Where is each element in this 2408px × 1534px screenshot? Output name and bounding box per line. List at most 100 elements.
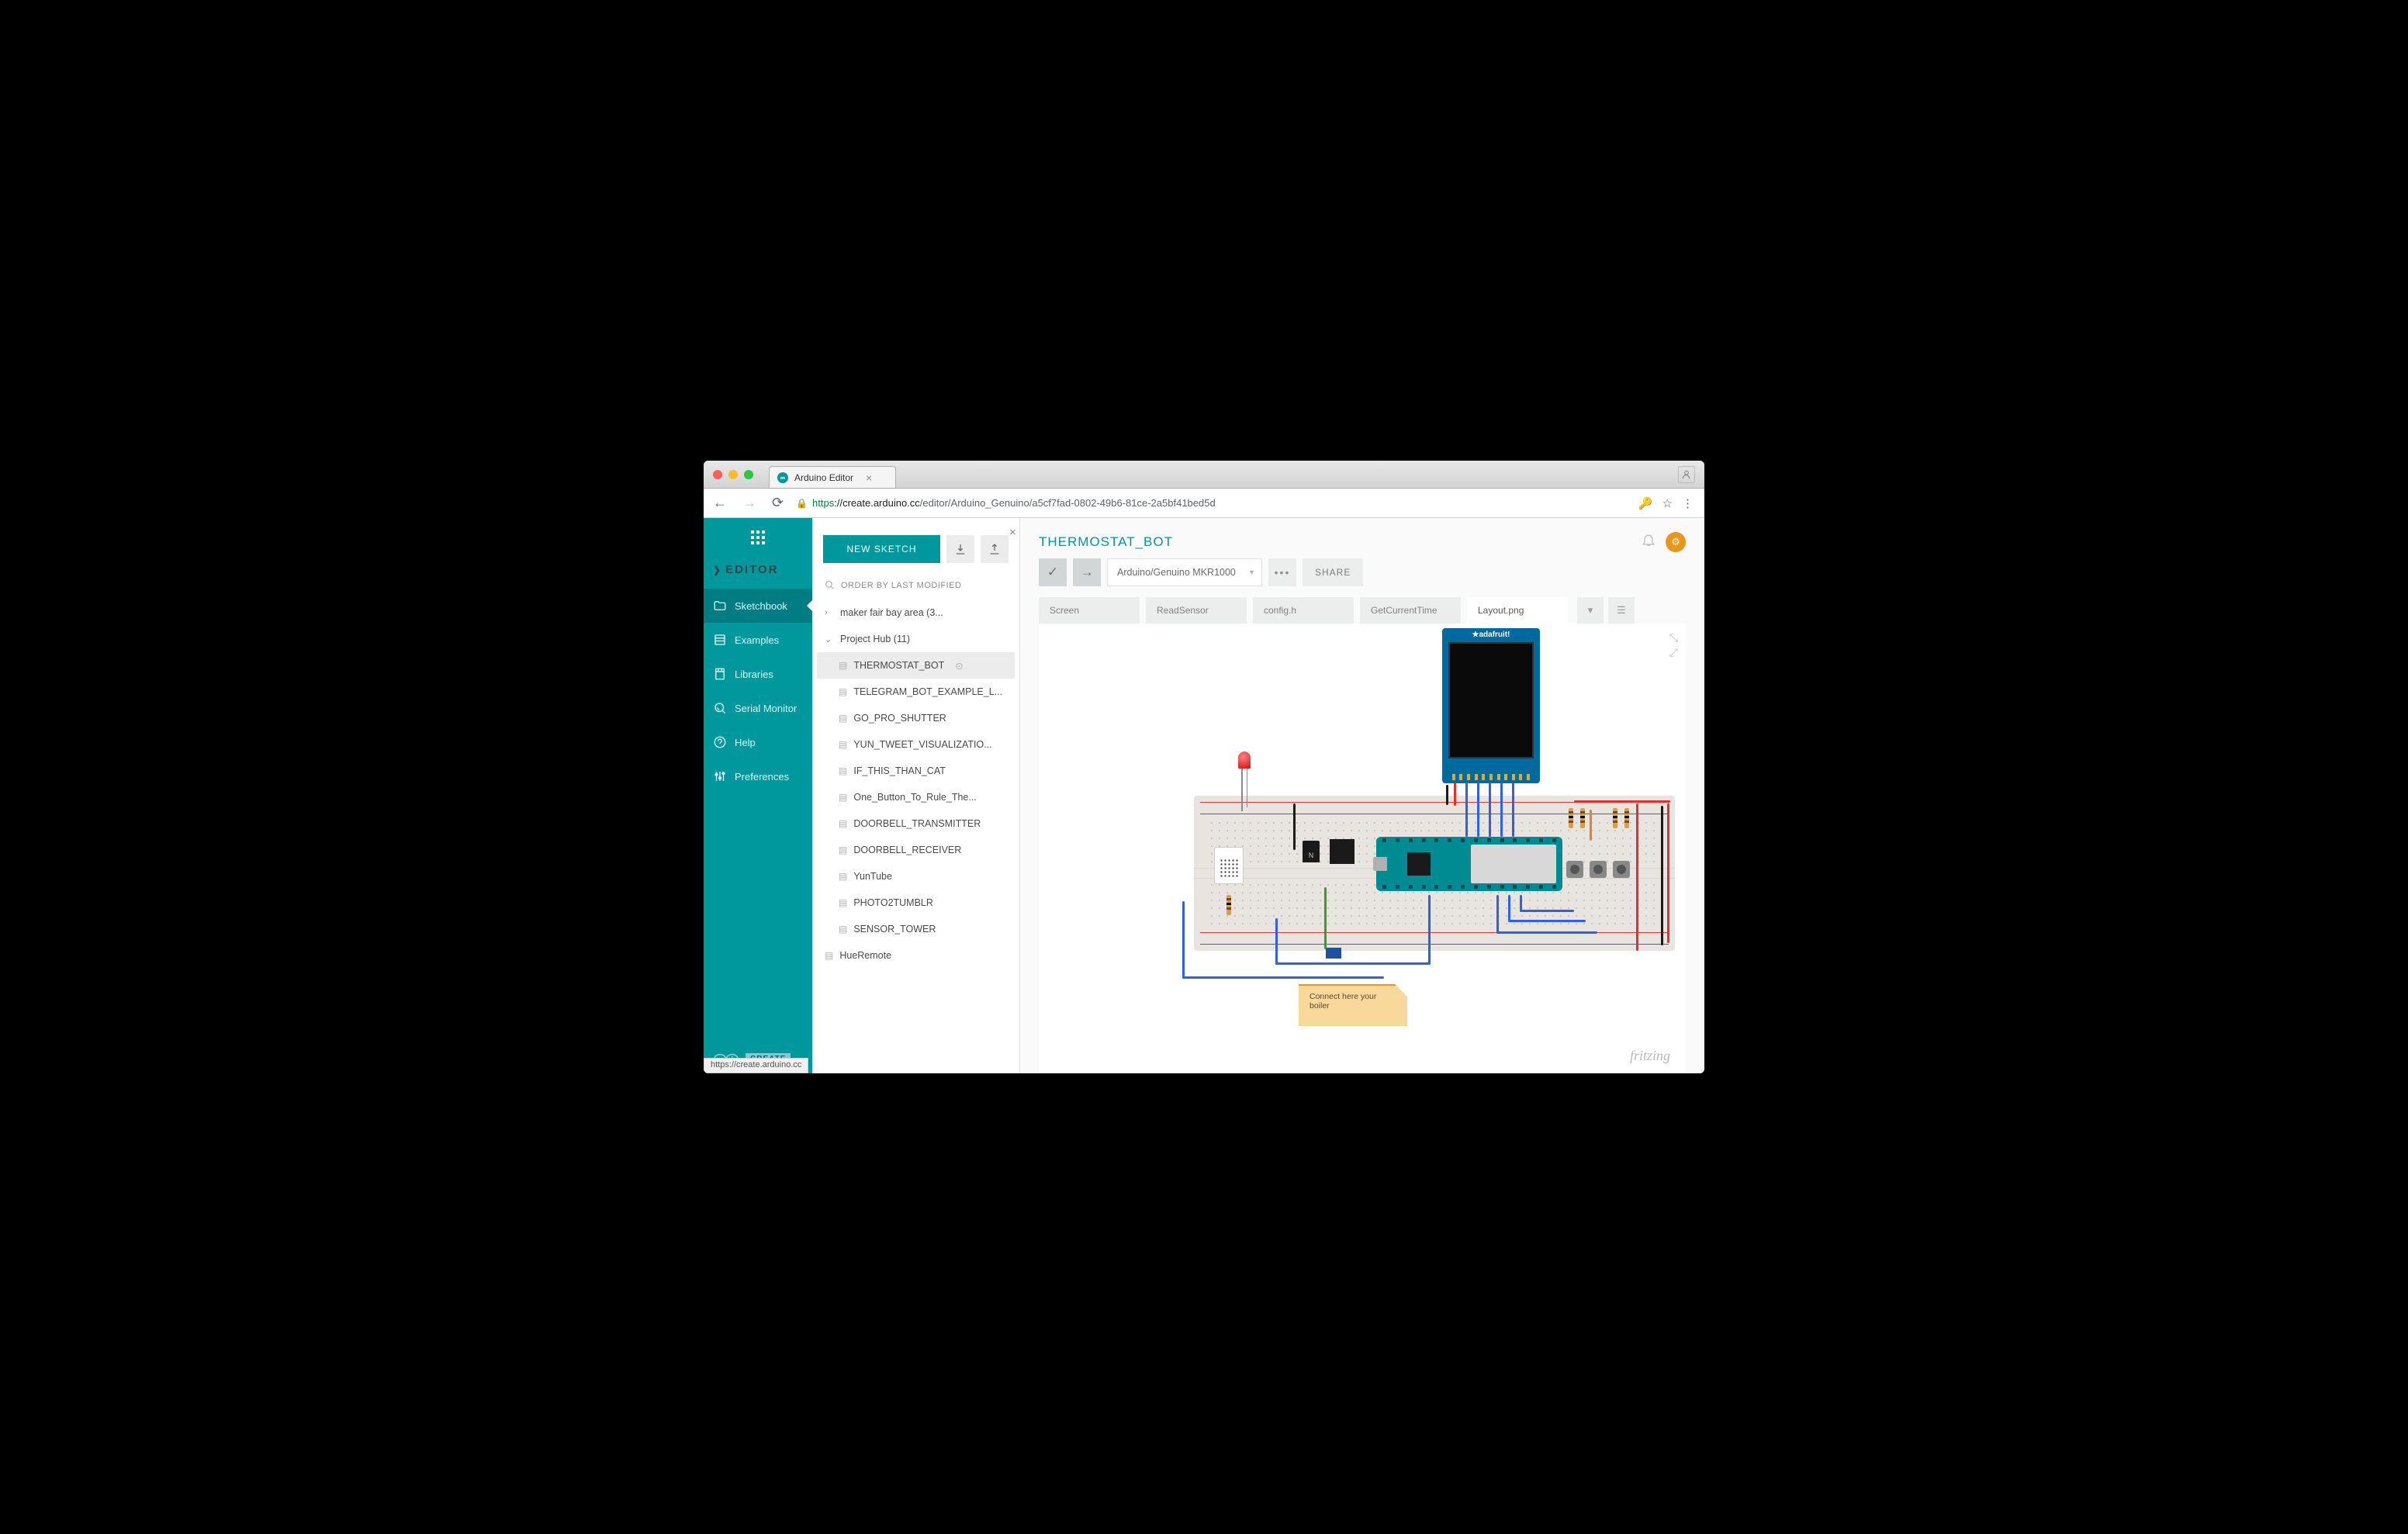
tree-folder[interactable]: ⌄Project Hub (11) [817,626,1015,652]
close-tab-icon[interactable]: × [866,472,872,484]
sidebar-icon [713,667,727,681]
ic-chip [1330,839,1354,864]
close-window[interactable] [713,470,722,479]
sidebar-icon [713,599,727,613]
titlebar: Arduino Editor × [704,461,1704,489]
tree-file[interactable]: ▤SENSOR_TOWER [817,916,1015,942]
key-icon[interactable]: 🔑 [1638,496,1653,510]
tree-file[interactable]: ▤GO_PRO_SHUTTER [817,705,1015,731]
wire [1182,976,1384,979]
maximize-window[interactable] [744,470,753,479]
tree-file[interactable]: ▤PHOTO2TUMBLR [817,890,1015,916]
browser-tab[interactable]: Arduino Editor × [769,466,896,488]
avatar[interactable]: ⚙ [1666,532,1686,552]
layout-canvas: ⤡⤢ ★adafruit! [1039,624,1686,1073]
options-icon[interactable]: ⊙ [955,660,963,672]
transistor [1303,841,1320,862]
mkr1000-board [1376,837,1562,891]
browser-window: Arduino Editor × ← → ⟳ 🔒 https://create.… [704,461,1704,1073]
board-select[interactable]: Arduino/Genuino MKR1000 [1107,558,1262,586]
upload-sketch-button[interactable]: → [1073,558,1101,586]
more-button[interactable]: ••• [1268,558,1296,586]
back-button[interactable]: ← [710,492,730,514]
search-icon [825,580,835,590]
share-button[interactable]: SHARE [1303,558,1363,586]
sidebar-item-sketchbook[interactable]: Sketchbook [704,589,812,623]
browser-profile[interactable] [1678,466,1695,483]
tree-folder[interactable]: ›maker fair bay area (3... [817,599,1015,626]
sidebar-icon [713,769,727,783]
wire [1465,783,1468,837]
sidebar-item-serial-monitor[interactable]: Serial Monitor [704,691,812,725]
tree-file[interactable]: ▤YunTube [817,863,1015,890]
tree-file[interactable]: ▤YUN_TWEET_VISUALIZATIO... [817,731,1015,758]
wire [1275,962,1431,965]
sidebar-item-help[interactable]: Help [704,725,812,759]
wire [1590,810,1592,841]
tree-file[interactable]: ▤DOORBELL_RECEIVER [817,837,1015,863]
addr-actions: 🔑 ☆ ⋮ [1638,496,1698,510]
chevron-right-icon: › [825,608,834,617]
chevron-down-icon: ⌄ [825,634,834,644]
tab-dropdown[interactable]: ▾ [1577,597,1604,624]
dht-sensor [1214,847,1244,884]
resistor [1624,808,1629,828]
url-field[interactable]: 🔒 https://create.arduino.cc/editor/Ardui… [796,497,1629,509]
tab-screen[interactable]: Screen [1039,597,1140,624]
wire [1182,901,1185,979]
tree-file[interactable]: ▤THERMOSTAT_BOT⊙ [817,652,1015,679]
forward-button[interactable]: → [739,492,759,514]
push-button [1590,861,1607,878]
sidebar-item-examples[interactable]: Examples [704,623,812,657]
notification-icon[interactable] [1641,532,1656,552]
fritzing-watermark: fritzing [1630,1048,1670,1064]
sketch-title: THERMOSTAT_BOT [1039,534,1173,550]
panel-close-icon[interactable]: × [1006,524,1019,541]
file-icon: ▤ [839,792,847,803]
verify-button[interactable]: ✓ [1039,558,1067,586]
tab-list[interactable]: ☰ [1608,597,1635,624]
tab-layout-png[interactable]: Layout.png [1467,597,1568,624]
upload-button[interactable] [981,535,1009,563]
editor-tabs: ScreenReadSensorconfig.hGetCurrentTimeLa… [1020,597,1704,624]
wire [1500,783,1503,837]
app: ❯EDITOR SketchbookExamplesLibrariesSeria… [704,518,1704,1073]
resistor [1226,895,1231,915]
chevron-right-icon: ❯ [713,565,722,575]
tab-getcurrenttime[interactable]: GetCurrentTime [1360,597,1461,624]
tab-config-h[interactable]: config.h [1253,597,1354,624]
import-button[interactable] [946,535,974,563]
resistor [1569,808,1573,828]
address-bar: ← → ⟳ 🔒 https://create.arduino.cc/editor… [704,489,1704,518]
tree-file[interactable]: ▤DOORBELL_TRANSMITTER [817,810,1015,837]
wire [1512,783,1514,837]
sidebar-item-preferences[interactable]: Preferences [704,759,812,793]
file-icon: ▤ [839,686,847,697]
tree-file[interactable]: ▤HueRemote [817,942,1015,969]
sidebar-item-libraries[interactable]: Libraries [704,657,812,691]
tab-readsensor[interactable]: ReadSensor [1146,597,1247,624]
main-area: THERMOSTAT_BOT ⚙ ✓ → Arduino/Genuino MKR… [1020,518,1704,1073]
file-icon: ▤ [825,950,833,961]
file-icon: ▤ [839,713,847,724]
tree-file[interactable]: ▤IF_THIS_THAN_CAT [817,758,1015,784]
file-icon: ▤ [839,739,847,750]
sidebar-icon [713,633,727,647]
apps-grid-button[interactable] [704,518,812,557]
toolbar: ✓ → Arduino/Genuino MKR1000 ••• SHARE [1020,558,1704,597]
minimize-window[interactable] [728,470,738,479]
order-by[interactable]: ORDER BY LAST MODIFIED [812,571,1019,599]
new-sketch-button[interactable]: NEW SKETCH [823,535,940,563]
reload-button[interactable]: ⟳ [769,492,787,514]
tree-file[interactable]: ▤TELEGRAM_BOT_EXAMPLE_L... [817,679,1015,705]
small-module [1326,948,1341,959]
menu-icon[interactable]: ⋮ [1682,496,1694,510]
grid-icon [751,530,765,544]
tree-file[interactable]: ▤One_Button_To_Rule_The... [817,784,1015,810]
wire [1324,887,1327,949]
wire [1496,931,1597,934]
wire [1477,783,1479,837]
wire [1574,800,1670,803]
wire [1428,895,1431,965]
bookmark-icon[interactable]: ☆ [1662,496,1673,510]
